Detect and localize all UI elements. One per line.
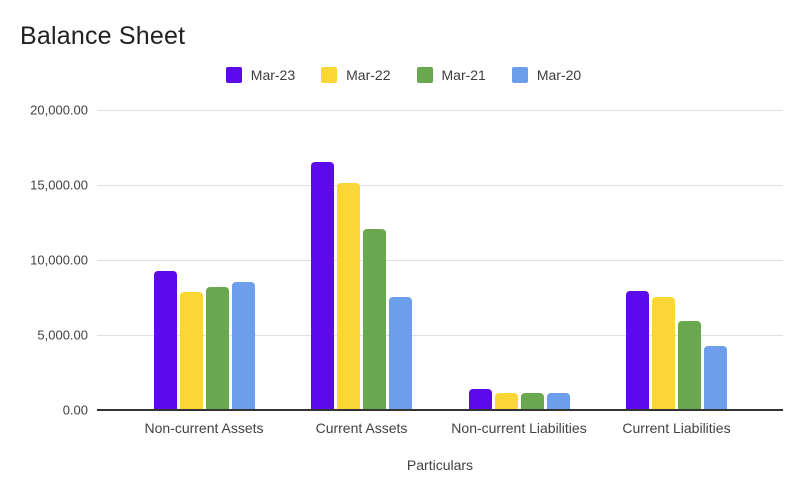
legend-label: Mar-21	[441, 67, 486, 83]
legend-swatch-mar-23	[225, 67, 242, 83]
legend-swatch-mar-20	[511, 67, 528, 83]
y-axis-tick-label: 20,000.00	[30, 102, 88, 118]
gridline	[97, 335, 783, 336]
x-axis-category-label: Current Liabilities	[622, 420, 731, 436]
y-axis-tick-label: 0.00	[62, 402, 88, 418]
bar-mar-20-non-current-liabilities	[546, 393, 570, 410]
bar-mar-23-current-assets	[311, 162, 334, 410]
gridline	[97, 185, 783, 186]
legend-label: Mar-22	[346, 67, 391, 83]
bar-mar-23-non-current-assets	[153, 271, 177, 410]
bar-mar-23-current-liabilities	[626, 291, 649, 410]
legend-swatch-mar-22	[321, 67, 338, 83]
bar-mar-22-non-current-liabilities	[494, 393, 518, 410]
legend-item-mar-21: Mar-21	[416, 67, 486, 83]
bar-mar-21-non-current-assets	[205, 287, 229, 410]
bar-mar-21-non-current-liabilities	[520, 393, 544, 410]
legend-item-mar-22: Mar-22	[321, 67, 391, 83]
x-axis-line	[97, 409, 783, 411]
legend: Mar-23 Mar-22 Mar-21 Mar-20	[0, 64, 807, 86]
chart-title: Balance Sheet	[20, 22, 186, 50]
bar-mar-23-non-current-liabilities	[468, 389, 492, 410]
gridline	[97, 260, 783, 261]
x-axis-category-label: Non-current Liabilities	[451, 420, 587, 436]
bar-mar-20-current-assets	[389, 297, 412, 410]
bar-mar-22-non-current-assets	[179, 292, 203, 410]
bar-mar-22-current-liabilities	[652, 297, 675, 410]
y-axis-tick-label: 15,000.00	[30, 177, 88, 193]
bar-mar-22-current-assets	[337, 183, 360, 410]
bar-mar-21-current-liabilities	[678, 321, 701, 410]
x-axis-category-label: Current Assets	[315, 420, 408, 436]
y-axis-tick-label: 10,000.00	[30, 252, 88, 268]
legend-label: Mar-23	[250, 67, 296, 83]
x-axis-category-label: Non-current Assets	[144, 420, 264, 436]
x-axis-title: Particulars	[406, 457, 474, 473]
legend-swatch-mar-21	[416, 67, 433, 83]
bar-mar-21-current-assets	[363, 229, 386, 410]
gridline	[97, 110, 783, 111]
legend-item-mar-23: Mar-23	[225, 67, 296, 83]
legend-label: Mar-20	[536, 67, 582, 83]
bar-mar-20-current-liabilities	[704, 346, 727, 410]
y-axis-tick-label: 5,000.00	[37, 327, 88, 343]
bar-mar-20-non-current-assets	[231, 282, 255, 410]
legend-item-mar-20: Mar-20	[511, 67, 582, 83]
